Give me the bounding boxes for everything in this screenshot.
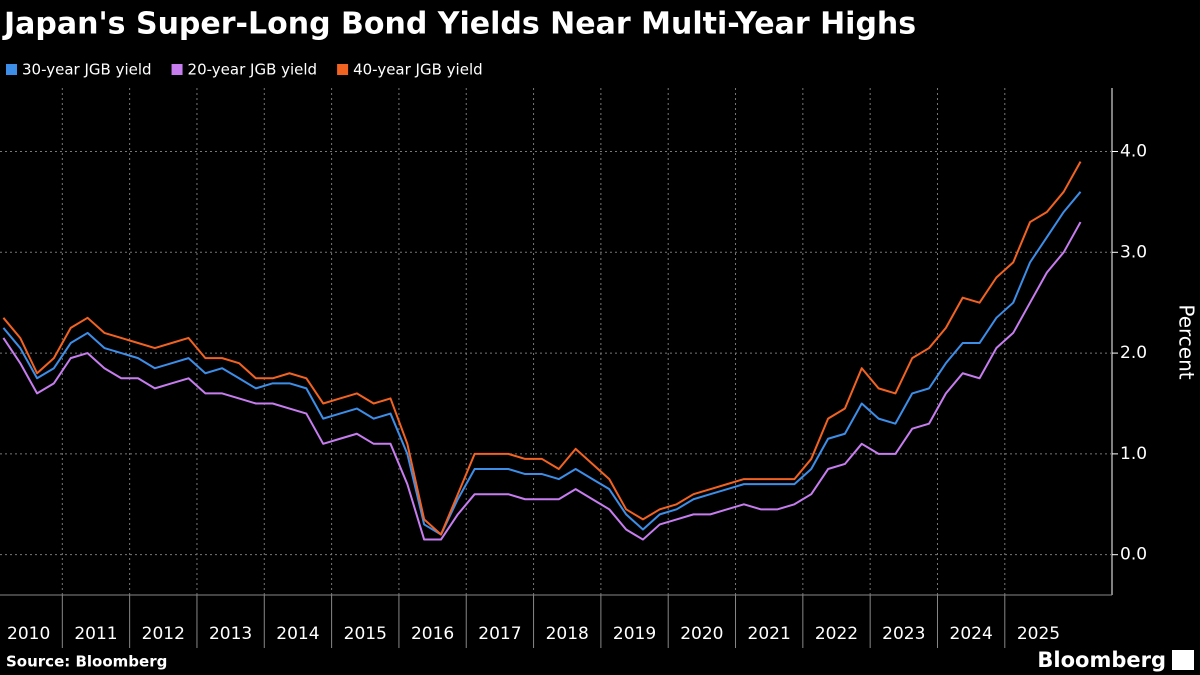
legend-label: 30-year JGB yield — [22, 61, 152, 79]
x-tick-label: 2011 — [74, 624, 117, 644]
logo-icon — [1172, 650, 1194, 670]
x-tick-label: 2016 — [411, 624, 454, 644]
legend-label: 40-year JGB yield — [353, 61, 483, 79]
x-tick-label: 2024 — [950, 624, 993, 644]
x-tick-label: 2023 — [882, 624, 925, 644]
x-tick-label: 2014 — [276, 624, 319, 644]
source: Source: Bloomberg — [6, 653, 167, 671]
legend-swatch — [171, 64, 183, 75]
y-tick-label: 0.0 — [1120, 545, 1147, 565]
y-tick-label: 2.0 — [1120, 343, 1147, 363]
series-line — [2, 161, 1082, 536]
x-tick-label: 2012 — [142, 624, 185, 644]
x-tick-label: 2017 — [478, 624, 521, 644]
x-tick-label: 2021 — [748, 624, 791, 644]
x-tick-label: 2018 — [546, 624, 589, 644]
chart-title: Japan's Super-Long Bond Yields Near Mult… — [2, 7, 916, 42]
x-tick-label: 2010 — [7, 624, 50, 644]
x-tick-label: 2022 — [815, 624, 858, 644]
x-tick-label: 2015 — [344, 624, 387, 644]
y-tick-label: 1.0 — [1120, 444, 1147, 464]
series-line — [2, 191, 1082, 536]
y-axis-label: Percent — [1175, 304, 1199, 379]
x-tick-label: 2025 — [1017, 624, 1060, 644]
series-line — [2, 221, 1082, 541]
y-tick-label: 3.0 — [1120, 242, 1147, 262]
legend-swatch — [6, 64, 17, 75]
x-tick-label: 2019 — [613, 624, 656, 644]
legend-swatch — [337, 64, 349, 75]
x-tick-label: 2020 — [680, 624, 723, 644]
legend-label: 20-year JGB yield — [188, 61, 318, 79]
y-tick-label: 4.0 — [1120, 142, 1147, 162]
logo: Bloomberg — [1037, 648, 1166, 672]
x-tick-label: 2013 — [209, 624, 252, 644]
